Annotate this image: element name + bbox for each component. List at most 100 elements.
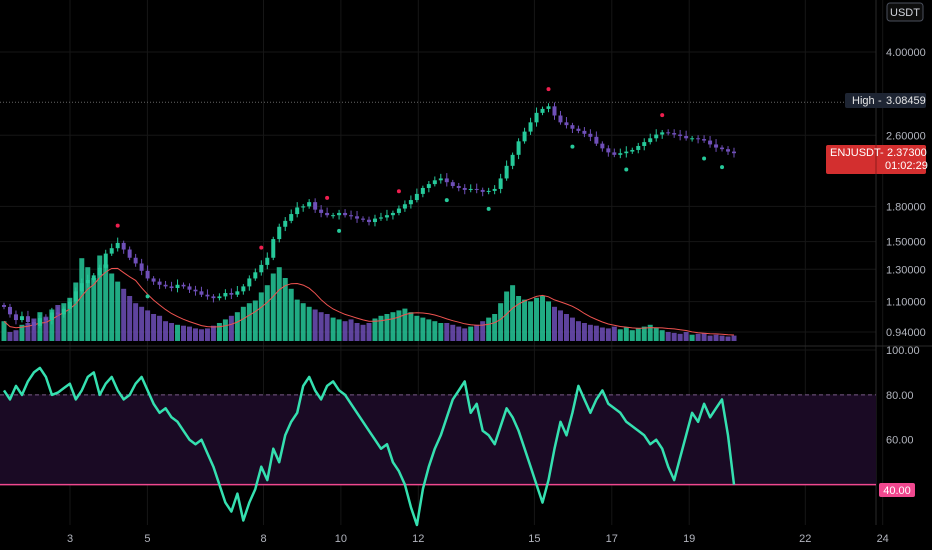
volume-bar xyxy=(348,319,354,341)
candle-body xyxy=(720,147,725,150)
volume-bar xyxy=(432,321,438,341)
volume-bar xyxy=(222,319,228,341)
candle-body xyxy=(474,188,479,190)
low-marker-dot xyxy=(486,206,491,211)
candle-body xyxy=(97,267,102,276)
volume-bar xyxy=(683,332,689,341)
candle-body xyxy=(19,316,24,321)
rsi-level-value: 40.00 xyxy=(883,485,911,497)
volume-bar xyxy=(151,314,157,341)
candle-body xyxy=(37,318,42,326)
candle-body xyxy=(307,202,312,207)
low-marker-dot xyxy=(570,144,575,149)
volume-bar xyxy=(546,301,552,341)
price-tick-label: 1.80000 xyxy=(886,201,926,213)
volume-bar xyxy=(659,330,665,341)
volume-bar xyxy=(258,292,264,341)
candle-body xyxy=(85,280,90,284)
rsi-tick-label: 80.00 xyxy=(886,390,914,402)
candle-body xyxy=(420,187,425,194)
high-marker-dot xyxy=(660,113,665,118)
high-label-value: 3.08459 xyxy=(886,95,926,107)
candle-body xyxy=(49,312,54,321)
candle-body xyxy=(193,289,198,292)
candle-body xyxy=(271,239,276,258)
volume-bar xyxy=(336,319,342,341)
candle-body xyxy=(600,143,605,149)
candle-body xyxy=(432,180,437,185)
volume-bar xyxy=(354,323,360,341)
candle-body xyxy=(55,312,60,315)
currency-badge-label: USDT xyxy=(890,7,920,19)
volume-bar xyxy=(61,303,67,341)
candle-body xyxy=(606,148,611,153)
low-marker-dot xyxy=(444,198,449,203)
candle-body xyxy=(43,318,48,321)
volume-bar xyxy=(468,326,474,341)
volume-ma-line xyxy=(3,267,735,336)
candle-body xyxy=(456,186,461,188)
candle-body xyxy=(217,296,222,299)
volume-bar xyxy=(186,326,192,341)
candle-body xyxy=(79,283,84,292)
volume-bars xyxy=(1,255,737,341)
volume-bar xyxy=(522,299,528,341)
candle-body xyxy=(91,275,96,281)
volume-bar xyxy=(294,299,300,341)
volume-bar xyxy=(414,315,420,341)
candle-body xyxy=(426,184,431,188)
volume-bar xyxy=(677,333,683,341)
volume-bar xyxy=(384,314,390,341)
candle-body xyxy=(546,106,551,109)
time-tick-label: 19 xyxy=(683,533,695,545)
candle-body xyxy=(247,278,252,287)
price-tick-label: 2.60000 xyxy=(886,130,926,142)
candle-body xyxy=(582,130,587,134)
high-marker-dot xyxy=(546,87,551,92)
candle-body xyxy=(151,278,156,282)
candle-body xyxy=(630,149,635,152)
volume-bar xyxy=(510,285,516,341)
volume-bar xyxy=(474,324,480,341)
candle-body xyxy=(73,291,78,302)
candle-body xyxy=(31,321,36,326)
candle-body xyxy=(121,242,126,250)
volume-bar xyxy=(378,315,384,341)
rsi-axis-ticks: 100.00 80.00 60.00 xyxy=(886,345,920,447)
price-tick-label: 1.30000 xyxy=(886,264,926,276)
candle-body xyxy=(331,215,336,217)
volume-bar xyxy=(276,267,282,341)
candle-body xyxy=(486,190,491,192)
rsi-tick-label: 60.00 xyxy=(886,435,914,447)
candle-body xyxy=(343,212,348,216)
candle-body xyxy=(624,151,629,154)
countdown-timer: 01:02:29 xyxy=(885,160,928,172)
currency-badge[interactable]: USDT xyxy=(886,2,924,22)
candle-body xyxy=(576,128,581,131)
candle-body xyxy=(337,212,342,216)
high-label-text: High xyxy=(852,95,875,107)
volume-bar xyxy=(713,334,719,341)
volume-bar xyxy=(79,258,85,341)
volume-bar xyxy=(264,285,270,341)
low-marker-dot xyxy=(337,228,342,233)
volume-bar xyxy=(689,334,695,341)
candle-body xyxy=(295,207,300,215)
candle-body xyxy=(588,133,593,137)
candle-body xyxy=(283,220,288,227)
candle-body xyxy=(492,188,497,191)
volume-bar xyxy=(426,319,432,341)
candle-body xyxy=(378,217,383,219)
rsi-tick-label: 100.00 xyxy=(886,345,920,357)
volume-bar xyxy=(163,321,169,341)
volume-bar xyxy=(599,327,605,341)
volume-bar xyxy=(73,282,79,341)
candle-body xyxy=(534,112,539,123)
candle-body xyxy=(612,152,617,155)
volume-bar xyxy=(695,333,701,341)
candle-body xyxy=(313,202,318,210)
candle-body xyxy=(319,209,324,213)
candle-body xyxy=(205,294,210,297)
volume-bar xyxy=(635,328,641,341)
candle-body xyxy=(367,219,371,223)
